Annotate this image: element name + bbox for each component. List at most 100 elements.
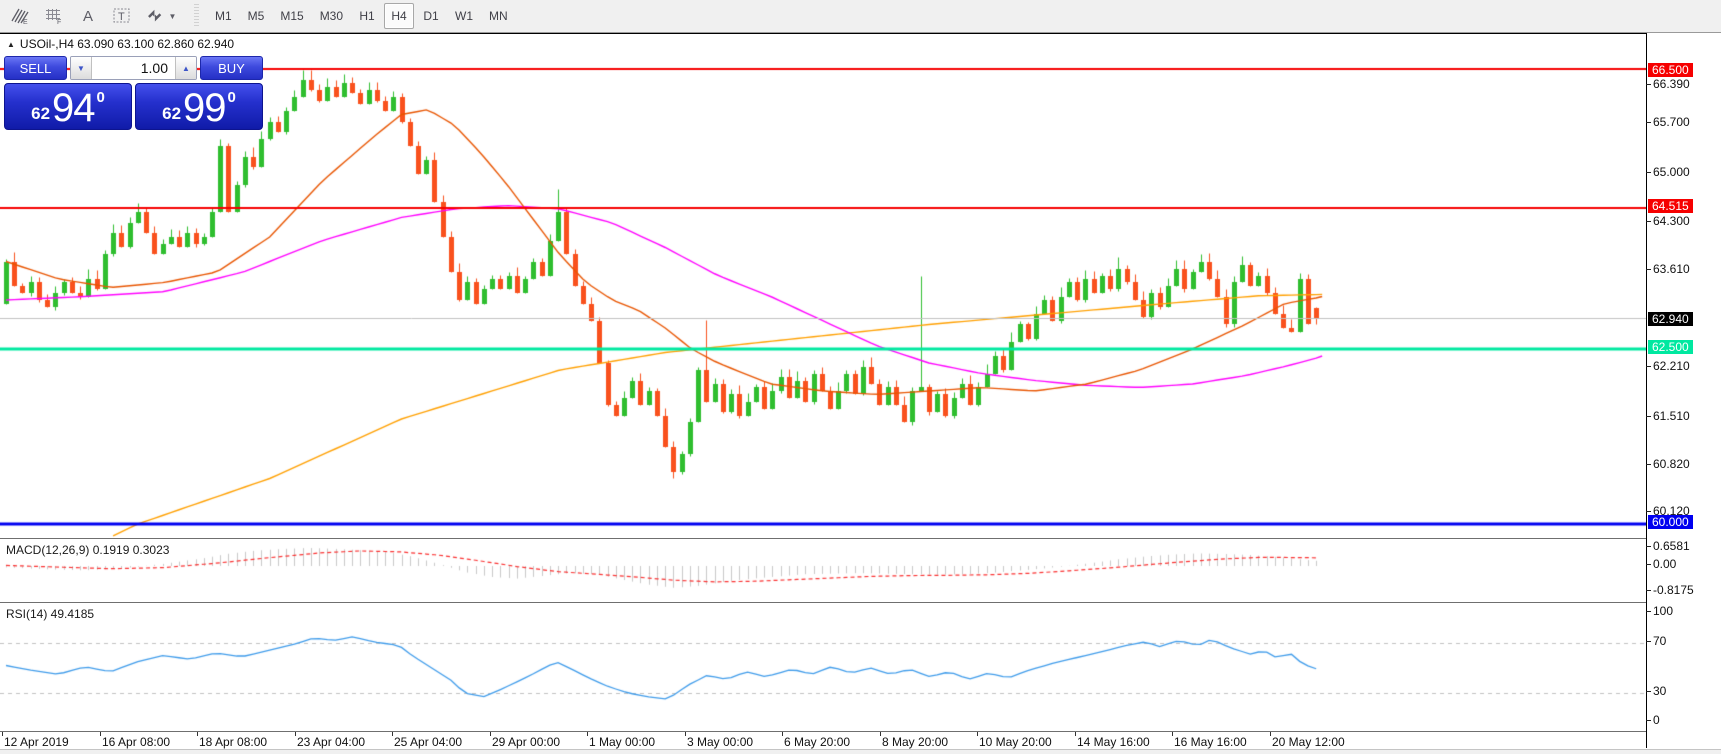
grid-icon[interactable]: F (40, 3, 68, 29)
rsi-label: RSI(14) 49.4185 (6, 607, 95, 621)
price-axis-label: 60.000 (1648, 515, 1693, 529)
macd-canvas[interactable] (0, 540, 1646, 602)
time-axis-tick (587, 732, 588, 736)
chart-title: ▲ USOil-,H4 63.090 63.100 62.860 62.940 (7, 37, 234, 51)
time-axis-label: 23 Apr 04:00 (297, 735, 366, 749)
price-axis-label: 60.120 (1653, 504, 1690, 518)
price-axis-label: 30 (1653, 684, 1667, 698)
panel-divider[interactable] (0, 602, 1646, 603)
chart-window: ▲ USOil-,H4 63.090 63.100 62.860 62.940 … (0, 33, 1721, 749)
time-axis-label: 20 May 12:00 (1272, 735, 1345, 749)
volume-stepper: ▼ 1.00 ▲ (70, 56, 197, 80)
time-axis-label: 18 Apr 08:00 (199, 735, 268, 749)
volume-decrease-button[interactable]: ▼ (71, 57, 92, 79)
axis-tick (1646, 464, 1651, 465)
axis-tick (1646, 221, 1651, 222)
axis-tick (1646, 611, 1651, 612)
text-cursor-icon[interactable]: A (82, 7, 93, 25)
price-axis-label: 65.700 (1653, 115, 1690, 129)
time-axis-label: 1 May 00:00 (589, 735, 656, 749)
svg-text:T: T (118, 11, 125, 23)
axis-tick (1646, 691, 1651, 692)
sell-price-box[interactable]: 62 94 0 (4, 83, 132, 130)
axis-tick (1646, 641, 1651, 642)
one-click-trading-panel: SELL ▼ 1.00 ▲ BUY 62 94 0 62 99 0 (4, 56, 263, 133)
axis-tick (1646, 416, 1651, 417)
toolbar: E F A T ▼ M1 M5 M15 M30 H1 H4 D1 W1 MN (0, 0, 1721, 33)
main-price-panel: ▲ USOil-,H4 63.090 63.100 62.860 62.940 … (0, 35, 1646, 538)
time-axis-tick (685, 732, 686, 736)
price-axis-label: 62.210 (1653, 359, 1690, 373)
time-axis-tick (880, 732, 881, 736)
price-axis-label: 0.00 (1653, 557, 1677, 571)
macd-label: MACD(12,26,9) 0.1919 0.3023 (6, 543, 170, 557)
axis-tick (1646, 720, 1651, 721)
timeframe-button-d1[interactable]: D1 (423, 9, 439, 23)
volume-increase-button[interactable]: ▲ (175, 57, 196, 79)
axis-tick (1646, 546, 1651, 547)
timeframe-button-h1[interactable]: H1 (359, 9, 375, 23)
panel-divider[interactable] (0, 538, 1646, 539)
price-axis-label: 64.515 (1648, 199, 1693, 213)
time-axis-label: 14 May 16:00 (1077, 735, 1150, 749)
timeframe-button-m30[interactable]: M30 (319, 9, 344, 23)
timeframe-button-w1[interactable]: W1 (455, 9, 474, 23)
axis-tick (1646, 84, 1651, 85)
rsi-canvas[interactable] (0, 604, 1646, 731)
time-axis-label: 10 May 20:00 (979, 735, 1052, 749)
price-axis-label: 64.300 (1653, 214, 1690, 228)
price-axis-label: -0.8175 (1653, 583, 1694, 597)
svg-text:F: F (57, 19, 61, 25)
price-chart-canvas[interactable] (0, 35, 1646, 538)
axis-tick (1646, 511, 1651, 512)
price-axis-label: 66.500 (1648, 63, 1693, 77)
timeframe-button-mn[interactable]: MN (489, 9, 508, 23)
time-axis-tick (782, 732, 783, 736)
timeframe-button-m5[interactable]: M5 (247, 9, 265, 23)
buy-price-sup: 0 (227, 89, 236, 106)
price-axis-label: 100 (1653, 604, 1674, 618)
price-axis-label: 70 (1653, 634, 1667, 648)
time-axis-tick (100, 732, 101, 736)
window-bottom-strip (0, 749, 1721, 754)
buy-price-box[interactable]: 62 99 0 (135, 83, 263, 130)
volume-input[interactable]: 1.00 (140, 60, 168, 76)
timeframe-button-h4[interactable]: H4 (384, 3, 415, 29)
buy-button[interactable]: BUY (200, 56, 263, 80)
price-axis-label: 66.390 (1653, 77, 1690, 91)
time-axis: 12 Apr 2019 16 Apr 08:00 18 Apr 08:00 23 Ap… (0, 731, 1646, 749)
price-axis-label: 0.6581 (1653, 539, 1690, 553)
price-axis-label: 62.500 (1648, 340, 1693, 354)
time-axis-label: 12 Apr 2019 (4, 735, 69, 749)
text-box-icon[interactable]: T (108, 3, 136, 29)
price-axis-label: 65.000 (1653, 165, 1690, 179)
price-axis: 66.500 66.390 65.700 65.000 64.515 64.300 63.6… (1646, 33, 1721, 748)
chevron-down-icon: ▼ (168, 11, 177, 21)
toolbar-separator (194, 4, 199, 28)
time-axis-tick (197, 732, 198, 736)
sell-button[interactable]: SELL (4, 56, 67, 80)
price-axis-label: 0 (1653, 713, 1660, 727)
time-axis-label: 25 Apr 04:00 (394, 735, 463, 749)
time-axis-label: 6 May 20:00 (784, 735, 851, 749)
buy-price-small: 62 (162, 104, 182, 123)
time-axis-label: 8 May 20:00 (882, 735, 949, 749)
time-axis-tick (1172, 732, 1173, 736)
axis-tick (1646, 269, 1651, 270)
crosshatch-indicator-icon[interactable]: E (6, 3, 34, 29)
timeframe-button-m15[interactable]: M15 (280, 9, 304, 23)
sort-arrows-icon[interactable]: ▼ (142, 3, 180, 29)
price-axis-label: 61.510 (1653, 409, 1690, 423)
buy-price-big: 99 (183, 86, 226, 131)
axis-tick (1646, 590, 1651, 591)
sell-price-sup: 0 (96, 89, 105, 106)
axis-tick (1646, 564, 1651, 565)
time-axis-label: 3 May 00:00 (687, 735, 754, 749)
timeframe-button-m1[interactable]: M1 (215, 9, 232, 23)
time-axis-label: 16 Apr 08:00 (102, 735, 171, 749)
one-click-toggle-icon[interactable]: ▲ (7, 39, 15, 49)
time-axis-label: 16 May 16:00 (1174, 735, 1247, 749)
svg-text:E: E (23, 19, 28, 25)
rsi-panel: RSI(14) 49.4185 (0, 604, 1646, 731)
axis-tick (1646, 172, 1651, 173)
